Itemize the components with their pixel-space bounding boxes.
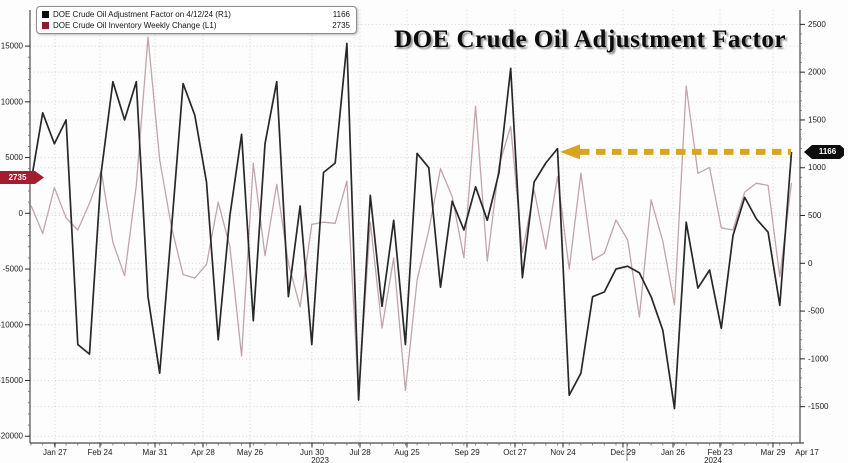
left-axis-tick-label: 5000 [5, 153, 23, 162]
x-axis-tick-label: May 26 [237, 448, 264, 457]
left-axis-tick-label: -5000 [3, 265, 24, 274]
right-axis-tick-label: 1500 [808, 115, 826, 124]
adjustment-factor-line [30, 42, 793, 410]
annotation-arrow-head-icon [560, 144, 580, 160]
x-axis-tick-label: Apr 28 [191, 448, 215, 457]
right-axis-tick-label: -500 [808, 307, 825, 316]
x-axis-tick-label: Jul 28 [349, 448, 371, 457]
x-axis-tick-label: Sep 29 [454, 448, 480, 457]
x-axis-tick-label: Jan 26 [661, 448, 686, 457]
series-swatch-icon [42, 22, 49, 29]
left-axis-tick-label: 10000 [1, 97, 24, 106]
x-axis-tick-label: Oct 27 [503, 448, 527, 457]
right-axis-tick-label: -1000 [808, 354, 829, 363]
right-axis-tick-label: 0 [808, 259, 813, 268]
series-swatch-icon [42, 11, 49, 18]
left-axis-tick-label: 0 [19, 209, 24, 218]
right-axis-tick-label: -1500 [808, 402, 829, 411]
right-axis-value-badge: 1166 [804, 145, 844, 159]
legend-item-inventory-weekly-change[interactable]: DOE Crude Oil Inventory Weekly Change (L… [42, 20, 350, 31]
left-axis-tick-label: -20000 [0, 432, 24, 441]
chart-title: DOE Crude Oil Adjustment Factor [394, 26, 786, 53]
right-axis-tick-label: 500 [808, 211, 822, 220]
legend-label: DOE Crude Oil Inventory Weekly Change (L… [53, 21, 217, 30]
x-axis-tick-label: Jun 30 [300, 448, 325, 457]
year-label: 2023 [311, 456, 329, 463]
legend-label: DOE Crude Oil Adjustment Factor on 4/12/… [53, 10, 231, 19]
x-axis-tick-label: Aug 25 [394, 448, 420, 457]
year-label: 2024 [704, 456, 722, 463]
right-axis-tick-label: 2500 [808, 20, 826, 29]
legend-item-adjustment-factor[interactable]: DOE Crude Oil Adjustment Factor on 4/12/… [42, 9, 350, 20]
x-axis-tick-label: Nov 24 [550, 448, 576, 457]
legend: DOE Crude Oil Adjustment Factor on 4/12/… [36, 6, 357, 34]
inventory-weekly-change-line [30, 36, 793, 397]
x-axis-tick-label: Jan 27 [43, 448, 68, 457]
x-axis-tick-label: Feb 24 [88, 448, 113, 457]
left-axis-tick-label: -15000 [0, 376, 24, 385]
legend-last-value: 1166 [332, 10, 350, 19]
right-axis-tick-label: 1000 [808, 163, 826, 172]
x-axis-tick-label: Feb 23 [708, 448, 733, 457]
left-axis-tick-label: -10000 [0, 320, 24, 329]
right-axis-tick-label: 2000 [808, 68, 826, 77]
x-axis-tick-label: Mar 31 [143, 448, 168, 457]
x-axis-tick-label: Mar 29 [761, 448, 786, 457]
x-axis-tick-label: Apr 17 [795, 448, 819, 457]
legend-last-value: 2735 [332, 21, 350, 30]
left-axis-value-badge: 2735 [0, 171, 44, 184]
x-axis-tick-label: Dec 29 [610, 448, 636, 457]
left-axis-tick-label: 15000 [1, 42, 24, 51]
